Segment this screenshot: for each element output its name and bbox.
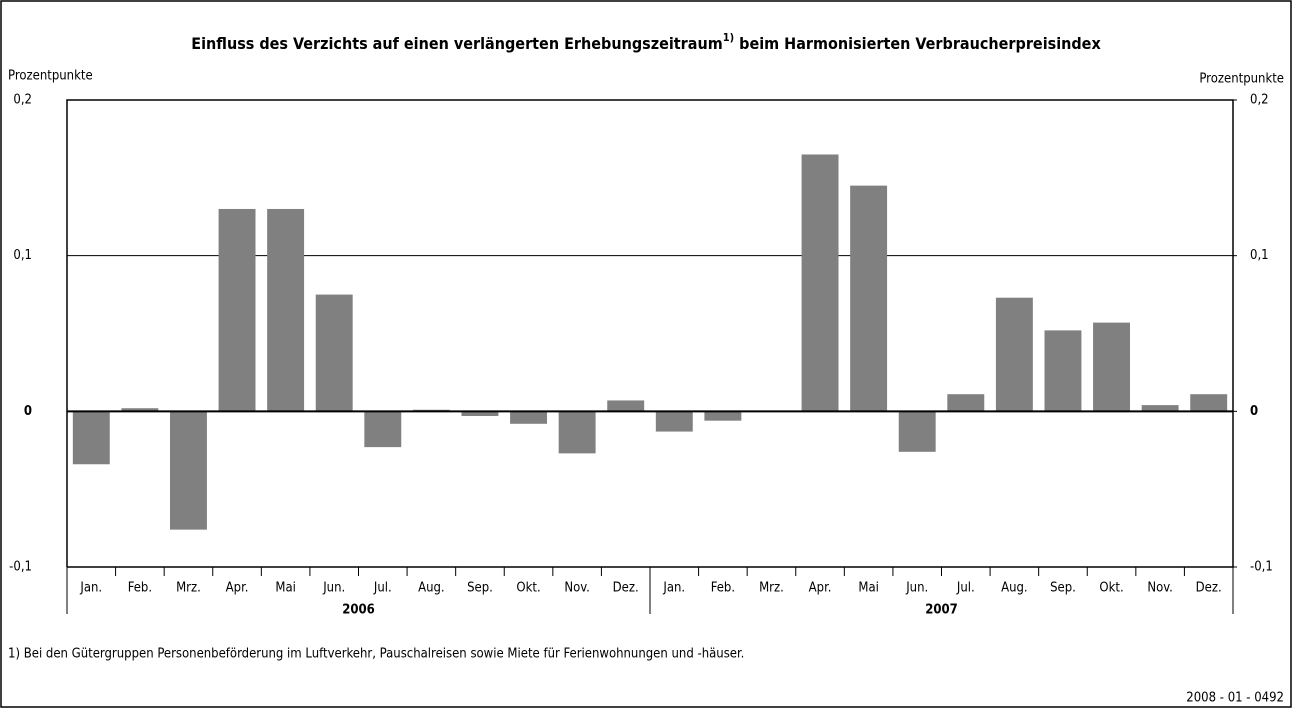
y2-tick-label: 0,1	[1250, 248, 1269, 263]
group-label: 2006	[342, 603, 375, 618]
x-tick-label: Aug.	[1001, 581, 1028, 596]
x-tick-label: Jun.	[905, 581, 928, 596]
bar	[72, 411, 110, 465]
y2-tick-label: 0,2	[1250, 93, 1269, 108]
bar	[850, 185, 888, 412]
x-tick-label: Mrz.	[176, 581, 201, 596]
x-tick-label: Nov.	[564, 581, 590, 596]
y2-tick-label: -0,1	[1250, 560, 1273, 575]
bar	[1093, 322, 1131, 412]
bar	[995, 297, 1033, 412]
x-tick-label: Aug.	[418, 581, 445, 596]
y2-tick-label: 0	[1250, 404, 1258, 419]
bar	[218, 208, 256, 412]
x-tick-label: Jun.	[322, 581, 345, 596]
x-tick-label: Jul.	[956, 581, 975, 596]
bar	[607, 400, 645, 412]
x-tick-label: Jan.	[79, 581, 102, 596]
x-tick-label: Mai	[275, 581, 296, 596]
x-tick-label: Jul.	[373, 581, 392, 596]
group-label: 2007	[925, 603, 958, 618]
x-tick-label: Okt.	[516, 581, 540, 596]
bar	[1141, 405, 1179, 412]
x-tick-label: Apr.	[226, 581, 249, 596]
x-tick-label: Sep.	[1050, 581, 1076, 596]
bar	[1044, 330, 1082, 412]
y-tick-label: 0,1	[13, 248, 32, 263]
x-tick-label: Jan.	[662, 581, 685, 596]
x-tick-label: Feb.	[128, 581, 152, 596]
x-tick-label: Nov.	[1147, 581, 1173, 596]
x-tick-label: Okt.	[1099, 581, 1123, 596]
chart-title: Einfluss des Verzichts auf einen verläng…	[191, 31, 1101, 53]
y-tick-label: 0	[24, 404, 32, 419]
y-tick-label: 0,2	[13, 93, 32, 108]
x-tick-label: Apr.	[809, 581, 832, 596]
source: 2008 - 01 - 0492	[1186, 691, 1284, 706]
x-tick-label: Dez.	[613, 581, 639, 596]
y-tick-label: -0,1	[9, 560, 32, 575]
x-tick-label: Sep.	[467, 581, 493, 596]
bar	[704, 411, 742, 421]
bar	[461, 411, 499, 417]
bar	[898, 411, 936, 452]
x-tick-label: Mrz.	[759, 581, 784, 596]
x-tick-label: Feb.	[711, 581, 735, 596]
footnote: 1) Bei den Gütergruppen Personenbeförder…	[8, 647, 744, 662]
x-tick-label: Mai	[858, 581, 879, 596]
bar	[1190, 394, 1228, 412]
title-note: 1)	[723, 31, 734, 44]
bar	[315, 294, 353, 412]
bar	[364, 411, 402, 448]
bar	[947, 394, 985, 412]
bar	[267, 208, 305, 412]
bar	[510, 411, 548, 424]
title-part: Einfluss des Verzichts auf einen verläng…	[191, 34, 722, 53]
bar	[801, 154, 839, 412]
bar	[169, 411, 207, 530]
bar	[558, 411, 596, 454]
bar	[655, 411, 693, 432]
title-part: beim Harmonisierten Verbraucherpreisinde…	[734, 34, 1101, 53]
y-axis-label: Prozentpunkte	[8, 69, 93, 84]
x-tick-label: Dez.	[1196, 581, 1222, 596]
y2-axis-label: Prozentpunkte	[1199, 72, 1284, 87]
bar	[121, 408, 159, 412]
